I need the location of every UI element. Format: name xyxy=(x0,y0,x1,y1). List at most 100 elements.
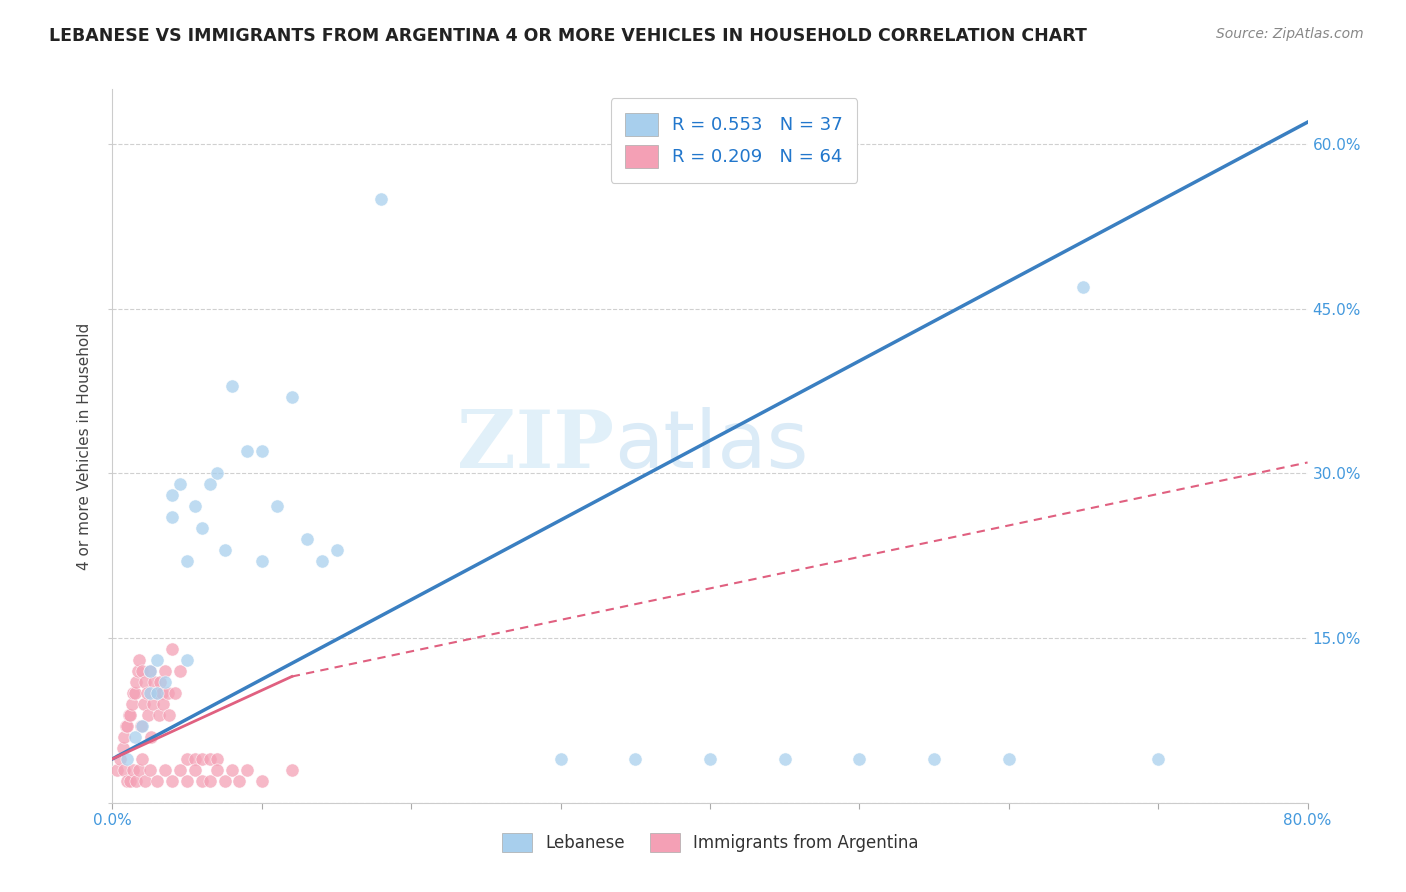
Point xyxy=(236,444,259,458)
Point xyxy=(139,763,162,777)
Point xyxy=(122,763,145,777)
Point xyxy=(148,708,170,723)
Point xyxy=(221,763,243,777)
Point xyxy=(131,719,153,733)
Point xyxy=(114,763,135,777)
Point xyxy=(153,763,176,777)
Point xyxy=(115,719,138,733)
Point xyxy=(236,763,259,777)
Point xyxy=(128,653,150,667)
Point xyxy=(139,664,162,678)
Point xyxy=(281,390,304,404)
Point xyxy=(214,543,236,558)
Point xyxy=(169,763,191,777)
Y-axis label: 4 or more Vehicles in Household: 4 or more Vehicles in Household xyxy=(77,322,93,570)
Point xyxy=(176,653,198,667)
Point xyxy=(198,773,221,788)
Text: Source: ZipAtlas.com: Source: ZipAtlas.com xyxy=(1216,27,1364,41)
Point xyxy=(118,708,141,723)
Point xyxy=(169,477,191,491)
Point xyxy=(108,752,131,766)
Point xyxy=(325,543,347,558)
Point xyxy=(129,719,152,733)
Point xyxy=(157,708,180,723)
Point xyxy=(111,740,134,755)
Point xyxy=(152,697,174,711)
Point xyxy=(198,752,221,766)
Point xyxy=(124,686,146,700)
Point xyxy=(169,664,191,678)
Point xyxy=(124,730,146,744)
Text: ZIP: ZIP xyxy=(457,407,614,485)
Point xyxy=(624,752,647,766)
Point xyxy=(550,752,572,766)
Point xyxy=(153,664,176,678)
Point xyxy=(105,763,128,777)
Point xyxy=(198,477,221,491)
Point xyxy=(114,730,135,744)
Point xyxy=(122,686,145,700)
Point xyxy=(183,500,205,514)
Point xyxy=(146,653,169,667)
Point xyxy=(125,773,148,788)
Point xyxy=(176,773,198,788)
Point xyxy=(176,554,198,568)
Point xyxy=(134,773,156,788)
Point xyxy=(141,730,163,744)
Point xyxy=(998,752,1021,766)
Point xyxy=(134,675,156,690)
Point xyxy=(128,763,150,777)
Point xyxy=(146,686,169,700)
Point xyxy=(150,686,173,700)
Point xyxy=(146,686,169,700)
Point xyxy=(132,697,155,711)
Point xyxy=(1073,280,1095,294)
Point xyxy=(250,444,273,458)
Point xyxy=(214,773,236,788)
Point xyxy=(156,686,179,700)
Point xyxy=(165,686,187,700)
Point xyxy=(922,752,945,766)
Point xyxy=(191,521,214,535)
Point xyxy=(131,664,153,678)
Point xyxy=(183,752,205,766)
Point xyxy=(139,664,162,678)
Point xyxy=(205,467,228,481)
Point xyxy=(162,773,183,788)
Point xyxy=(205,752,228,766)
Point xyxy=(121,697,143,711)
Point xyxy=(125,675,148,690)
Point xyxy=(176,752,198,766)
Point xyxy=(146,773,169,788)
Point xyxy=(117,773,139,788)
Point xyxy=(221,378,243,392)
Point xyxy=(138,708,160,723)
Point xyxy=(191,752,214,766)
Point xyxy=(699,752,721,766)
Point xyxy=(250,773,273,788)
Point xyxy=(773,752,796,766)
Point xyxy=(142,697,165,711)
Point xyxy=(135,686,157,700)
Point xyxy=(311,554,333,568)
Point xyxy=(162,488,183,502)
Point xyxy=(131,752,153,766)
Point xyxy=(191,773,214,788)
Point xyxy=(295,533,318,547)
Point xyxy=(143,675,166,690)
Point xyxy=(139,686,162,700)
Point xyxy=(250,554,273,568)
Point xyxy=(162,642,183,657)
Point xyxy=(117,719,139,733)
Point xyxy=(127,664,149,678)
Point xyxy=(848,752,870,766)
Point xyxy=(266,500,288,514)
Text: atlas: atlas xyxy=(614,407,808,485)
Point xyxy=(205,763,228,777)
Point xyxy=(183,763,205,777)
Point xyxy=(162,510,183,524)
Point xyxy=(120,708,142,723)
Text: LEBANESE VS IMMIGRANTS FROM ARGENTINA 4 OR MORE VEHICLES IN HOUSEHOLD CORRELATIO: LEBANESE VS IMMIGRANTS FROM ARGENTINA 4 … xyxy=(49,27,1087,45)
Legend: Lebanese, Immigrants from Argentina: Lebanese, Immigrants from Argentina xyxy=(495,826,925,859)
Point xyxy=(153,675,176,690)
